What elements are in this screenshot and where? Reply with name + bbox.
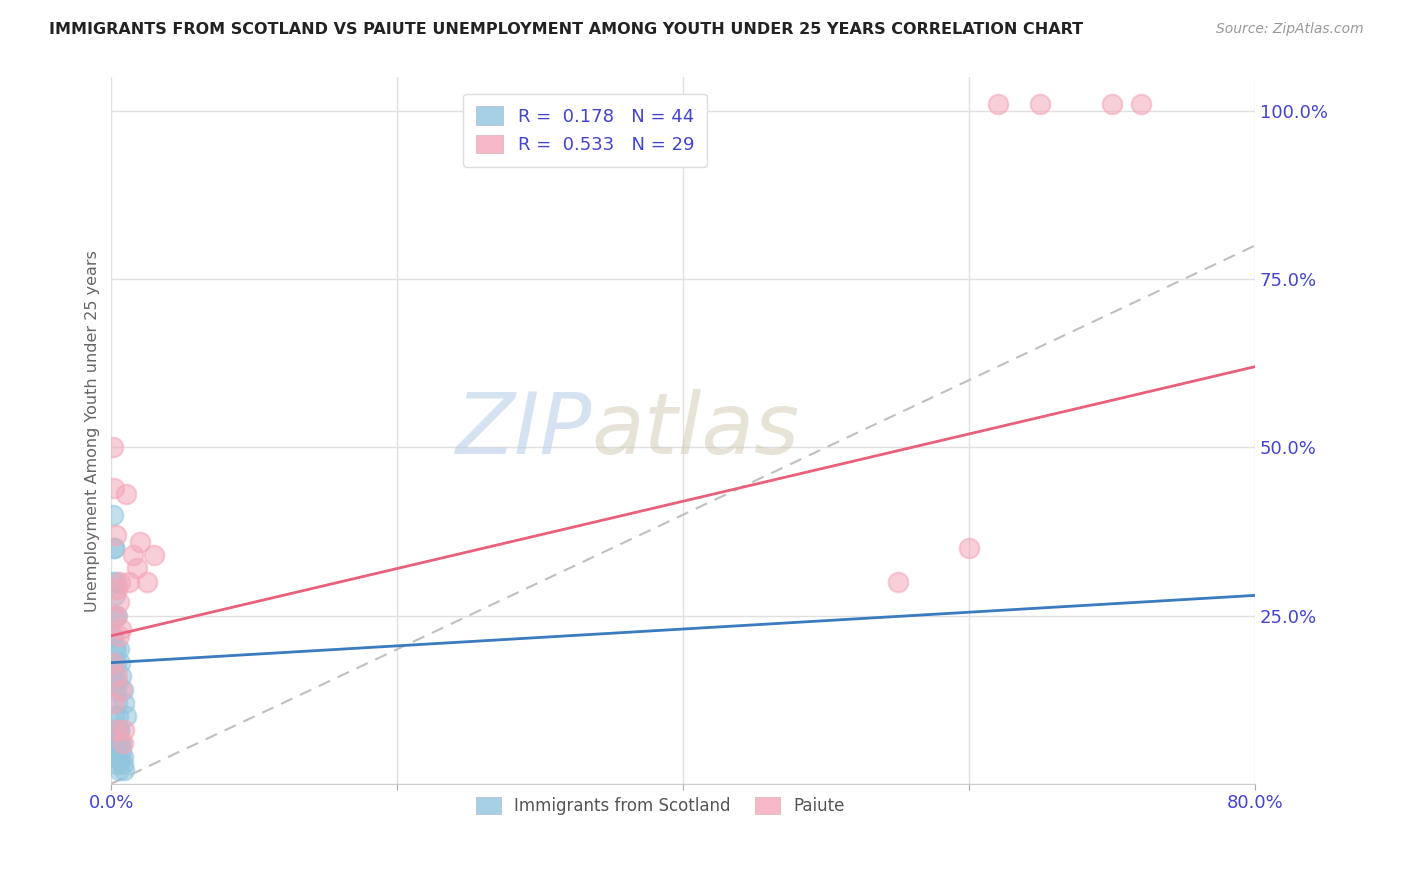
Point [101,723,124,737]
Point [104,682,127,697]
Point [104,528,127,542]
Point [104,608,127,623]
Point [104,723,127,737]
Point [1129,97,1152,112]
Point [101,656,124,670]
Legend: Immigrants from Scotland, Paiute: Immigrants from Scotland, Paiute [465,787,855,825]
Point [107,595,129,609]
Point [107,629,129,643]
Point [101,656,124,670]
Point [108,574,131,589]
Point [103,709,125,723]
Point [110,743,132,757]
Point [101,743,124,757]
Point [112,764,135,778]
Point [101,676,124,690]
Point [104,588,127,602]
Point [121,548,143,562]
Point [117,574,139,589]
Point [101,574,124,589]
Point [104,574,127,589]
Point [957,541,980,556]
Point [104,749,127,764]
Point [103,642,125,657]
Point [987,97,1010,112]
Point [108,736,131,750]
Point [1029,97,1052,112]
Point [111,749,134,764]
Point [101,629,124,643]
Point [107,709,129,723]
Point [101,508,124,522]
Point [136,574,159,589]
Point [108,749,131,764]
Text: ZIP: ZIP [456,389,592,472]
Point [103,669,125,683]
Point [107,723,129,737]
Point [110,682,132,697]
Point [1101,97,1123,112]
Point [112,723,135,737]
Point [101,629,124,643]
Point [105,608,128,623]
Point [105,736,128,750]
Point [110,736,132,750]
Point [105,676,128,690]
Point [103,541,125,556]
Point [105,582,128,596]
Point [886,574,908,589]
Point [107,642,129,657]
Point [112,696,135,710]
Point [127,561,149,575]
Point [103,608,125,623]
Point [101,441,124,455]
Point [143,548,166,562]
Point [103,481,125,495]
Point [110,669,132,683]
Point [114,709,136,723]
Point [110,622,132,636]
Point [105,756,128,771]
Point [108,656,131,670]
Point [111,736,134,750]
Point [107,764,129,778]
Text: atlas: atlas [592,389,800,472]
Y-axis label: Unemployment Among Youth under 25 years: Unemployment Among Youth under 25 years [86,250,100,612]
Point [105,656,128,670]
Point [105,696,128,710]
Point [103,541,125,556]
Point [111,682,134,697]
Point [114,487,136,501]
Point [111,756,134,771]
Point [107,723,129,737]
Text: Source: ZipAtlas.com: Source: ZipAtlas.com [1216,22,1364,37]
Point [103,696,125,710]
Point [104,723,127,737]
Text: IMMIGRANTS FROM SCOTLAND VS PAIUTE UNEMPLOYMENT AMONG YOUTH UNDER 25 YEARS CORRE: IMMIGRANTS FROM SCOTLAND VS PAIUTE UNEMP… [49,22,1084,37]
Point [105,669,128,683]
Point [129,534,152,549]
Point [103,736,125,750]
Point [104,642,127,657]
